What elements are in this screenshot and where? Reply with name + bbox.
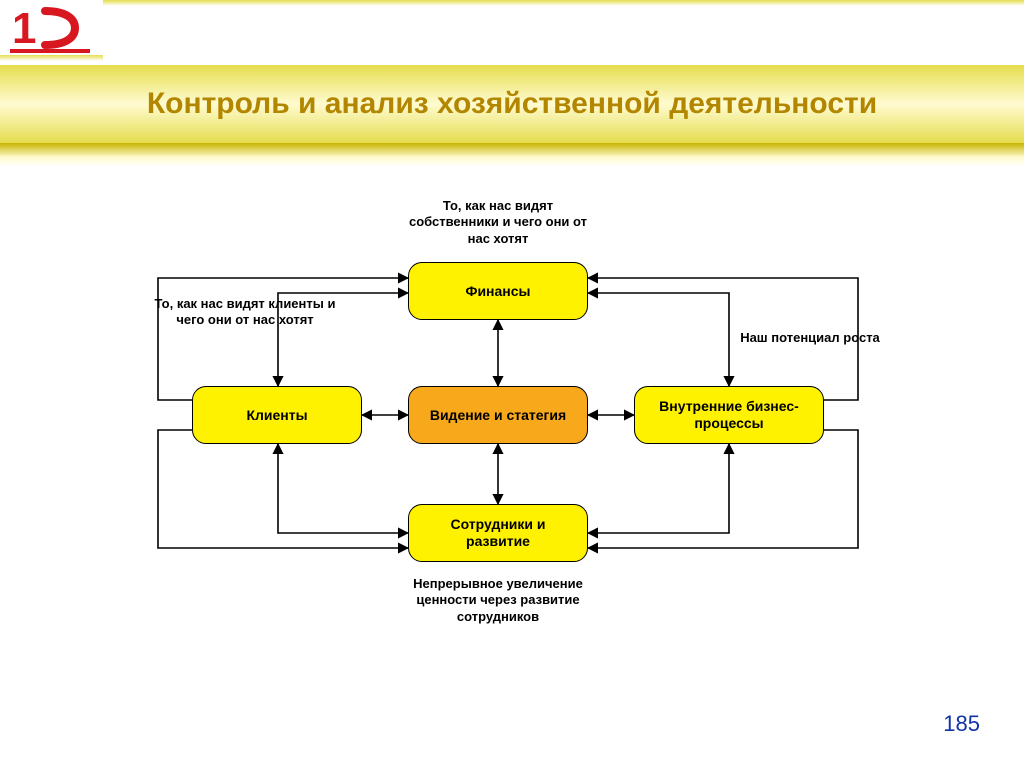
node-staff: Сотрудники и развитие — [408, 504, 588, 562]
edge-11 — [588, 430, 858, 548]
node-strategy: Видение и статегия — [408, 386, 588, 444]
edge-6 — [278, 444, 408, 533]
node-finance: Финансы — [408, 262, 588, 320]
page-number: 185 — [943, 711, 980, 737]
node-clients: Клиенты — [192, 386, 362, 444]
node-processes: Внутренние бизнес-процессы — [634, 386, 824, 444]
logo-1: 1 — [12, 4, 36, 53]
top-accent-line — [103, 0, 1024, 6]
logo-c — [45, 11, 75, 45]
caption-bottom: Непрерывное увеличение ценности через ра… — [398, 576, 598, 625]
caption-top: То, как нас видят собственники и чего он… — [398, 198, 598, 247]
edge-10 — [158, 430, 408, 548]
caption-right: Наш потенциал роста — [700, 330, 920, 346]
page-title: Контроль и анализ хозяйственной деятельн… — [147, 87, 877, 121]
logo-underline — [0, 55, 103, 61]
caption-left: То, как нас видят клиенты и чего они от … — [150, 296, 340, 329]
title-band: Контроль и анализ хозяйственной деятельн… — [0, 65, 1024, 143]
title-underband — [0, 143, 1024, 167]
edge-7 — [588, 444, 729, 533]
logo: 1 — [0, 0, 100, 55]
